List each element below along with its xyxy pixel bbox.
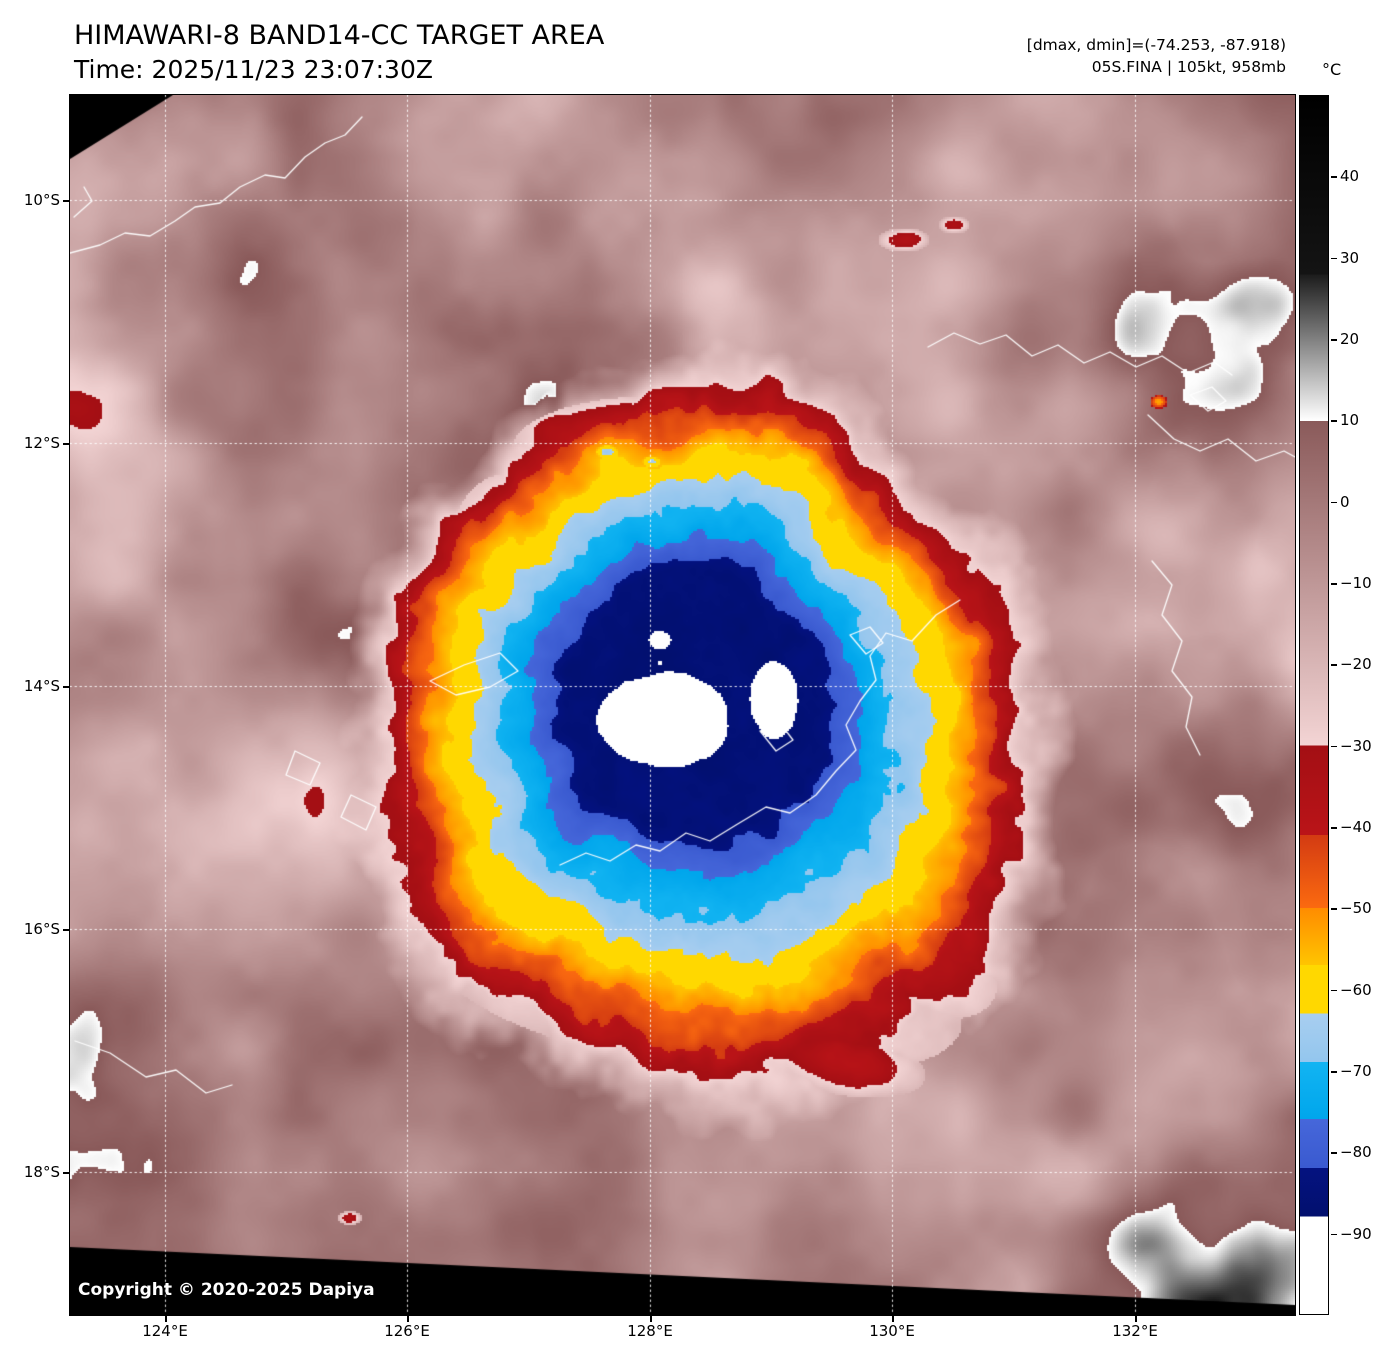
lat-tick-label: 10°S [23,191,60,209]
storm-info-annotation: 05S.FINA | 105kt, 958mb [1091,58,1286,76]
colorbar-tick-label: −30 [1340,736,1372,755]
lat-tick-label: 12°S [23,434,60,452]
lat-tick-label: 14°S [23,677,60,695]
dmax-dmin-annotation: [dmax, dmin]=(-74.253, -87.918) [1026,36,1286,54]
lat-tick-mark [63,929,69,931]
lon-tick-mark [892,1316,894,1322]
colorbar-tick-label: −10 [1340,574,1372,592]
colorbar-tick-label: 30 [1340,248,1360,267]
lat-tick-label: 18°S [23,1163,60,1181]
lat-tick-mark [63,200,69,202]
page-title: HIMAWARI-8 BAND14-CC TARGET AREA [74,20,605,51]
lon-tick-label: 126°E [384,1322,430,1340]
colorbar-tick-mark [1331,257,1337,260]
colorbar-tick-mark [1331,827,1337,829]
colorbar-tick-label: −50 [1340,899,1372,918]
lon-tick-label: 124°E [142,1322,188,1340]
lon-tick-label: 130°E [869,1322,915,1340]
colorbar-tick-mark [1331,664,1337,666]
colorbar-tick-label: −20 [1340,655,1372,674]
colorbar-tick-mark [1331,908,1337,910]
colorbar-tick-label: −40 [1340,818,1372,836]
colorbar-tick-mark [1331,176,1337,178]
colorbar-tick-mark [1331,1152,1337,1154]
lat-tick-mark [63,1172,69,1174]
satellite-image [69,94,1296,1316]
colorbar-tick-label: −60 [1340,980,1372,999]
lat-tick-mark [63,443,69,445]
colorbar-tick-mark [1331,1071,1337,1073]
colorbar-tick-mark [1331,745,1337,748]
lon-tick-mark [650,1316,652,1322]
colorbar-tick-mark [1331,501,1337,504]
colorbar-tick-label: −70 [1340,1062,1372,1080]
colorbar-tick-mark [1331,339,1337,341]
copyright-label: Copyright © 2020-2025 Dapiya [78,1280,375,1300]
lon-tick-mark [165,1316,167,1322]
colorbar-tick-mark [1331,583,1337,585]
lon-tick-mark [407,1316,409,1322]
colorbar-unit-label: °C [1322,60,1342,79]
lat-tick-mark [63,686,69,688]
lon-tick-mark [1135,1316,1137,1322]
timestamp-label: Time: 2025/11/23 23:07:30Z [74,55,433,84]
colorbar-tick-label: 20 [1340,330,1360,348]
colorbar [1299,95,1329,1315]
colorbar-tick-label: 0 [1340,492,1350,511]
colorbar-tick-mark [1331,989,1337,992]
colorbar-tick-label: 10 [1340,411,1360,430]
colorbar-tick-mark [1331,1233,1337,1236]
colorbar-tick-label: −90 [1340,1224,1372,1243]
lon-tick-label: 132°E [1112,1322,1158,1340]
lat-tick-label: 16°S [23,920,60,938]
colorbar-tick-label: −80 [1340,1143,1372,1162]
colorbar-tick-label: 40 [1340,167,1360,186]
lon-tick-label: 128°E [627,1322,673,1340]
colorbar-tick-mark [1331,420,1337,422]
